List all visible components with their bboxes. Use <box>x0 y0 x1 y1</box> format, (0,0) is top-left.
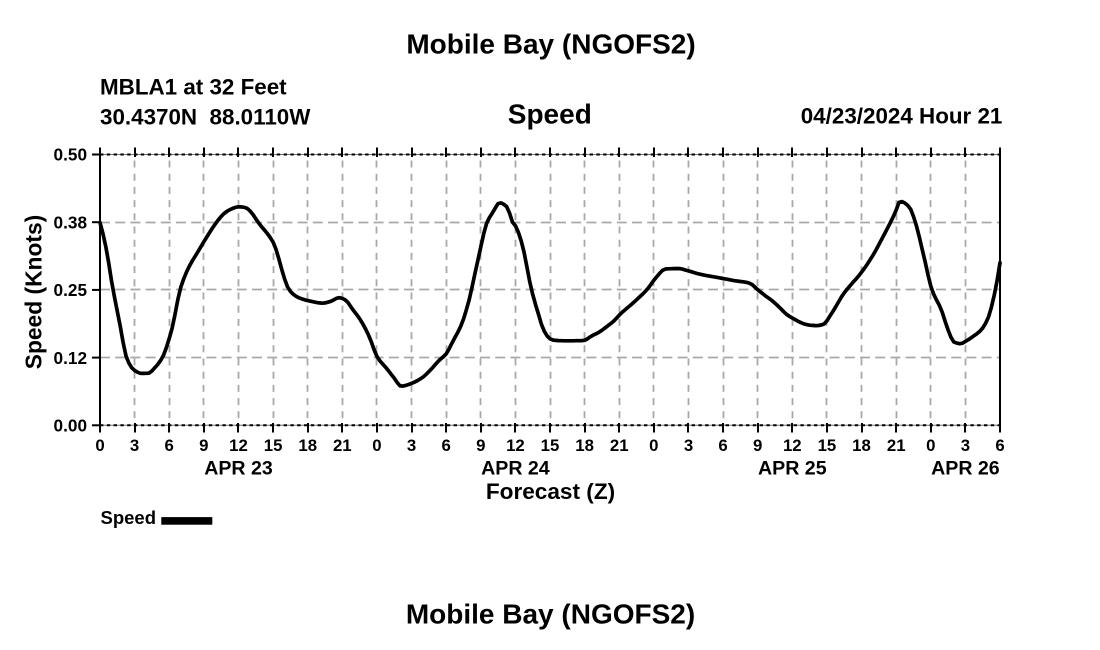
svg-text:0: 0 <box>926 436 935 455</box>
svg-text:9: 9 <box>199 436 208 455</box>
svg-text:0: 0 <box>95 436 104 455</box>
svg-text:21: 21 <box>333 436 352 455</box>
svg-text:6: 6 <box>442 436 451 455</box>
svg-text:Mobile Bay (NGOFS2): Mobile Bay (NGOFS2) <box>406 598 695 629</box>
svg-text:18: 18 <box>852 436 871 455</box>
svg-text:0.38: 0.38 <box>54 212 88 232</box>
svg-text:3: 3 <box>961 436 970 455</box>
svg-text:0.50: 0.50 <box>54 145 87 165</box>
svg-text:12: 12 <box>229 436 248 455</box>
svg-text:6: 6 <box>995 436 1004 455</box>
svg-text:0: 0 <box>649 436 658 455</box>
svg-text:APR 23: APR 23 <box>204 458 273 480</box>
svg-text:Mobile Bay (NGOFS2): Mobile Bay (NGOFS2) <box>406 28 695 59</box>
svg-text:Speed: Speed <box>101 507 157 528</box>
svg-text:0.25: 0.25 <box>54 280 88 300</box>
svg-text:18: 18 <box>298 436 317 455</box>
svg-text:3: 3 <box>130 436 139 455</box>
svg-text:0: 0 <box>372 436 381 455</box>
svg-text:Speed (Knots): Speed (Knots) <box>21 215 47 370</box>
svg-text:3: 3 <box>407 436 416 455</box>
svg-text:Forecast (Z): Forecast (Z) <box>486 479 615 504</box>
svg-text:APR 25: APR 25 <box>758 458 827 480</box>
svg-text:0.12: 0.12 <box>54 348 87 368</box>
svg-text:15: 15 <box>541 436 560 455</box>
svg-text:04/23/2024 Hour 21: 04/23/2024 Hour 21 <box>801 103 1003 128</box>
svg-text:15: 15 <box>818 436 837 455</box>
svg-text:30.4370N 88.0110W: 30.4370N 88.0110W <box>100 105 311 130</box>
svg-text:9: 9 <box>753 436 762 455</box>
svg-text:APR 26: APR 26 <box>931 458 1000 480</box>
svg-text:15: 15 <box>264 436 283 455</box>
svg-text:APR 24: APR 24 <box>481 458 550 480</box>
svg-text:3: 3 <box>684 436 693 455</box>
svg-text:6: 6 <box>165 436 174 455</box>
svg-text:21: 21 <box>887 436 906 455</box>
svg-text:9: 9 <box>476 436 485 455</box>
svg-text:6: 6 <box>718 436 727 455</box>
svg-text:12: 12 <box>783 436 802 455</box>
svg-text:0.00: 0.00 <box>54 416 87 436</box>
svg-text:21: 21 <box>610 436 629 455</box>
svg-text:Speed: Speed <box>508 98 592 129</box>
svg-text:MBLA1 at 32 Feet: MBLA1 at 32 Feet <box>100 74 287 99</box>
svg-text:12: 12 <box>506 436 525 455</box>
svg-text:18: 18 <box>575 436 594 455</box>
